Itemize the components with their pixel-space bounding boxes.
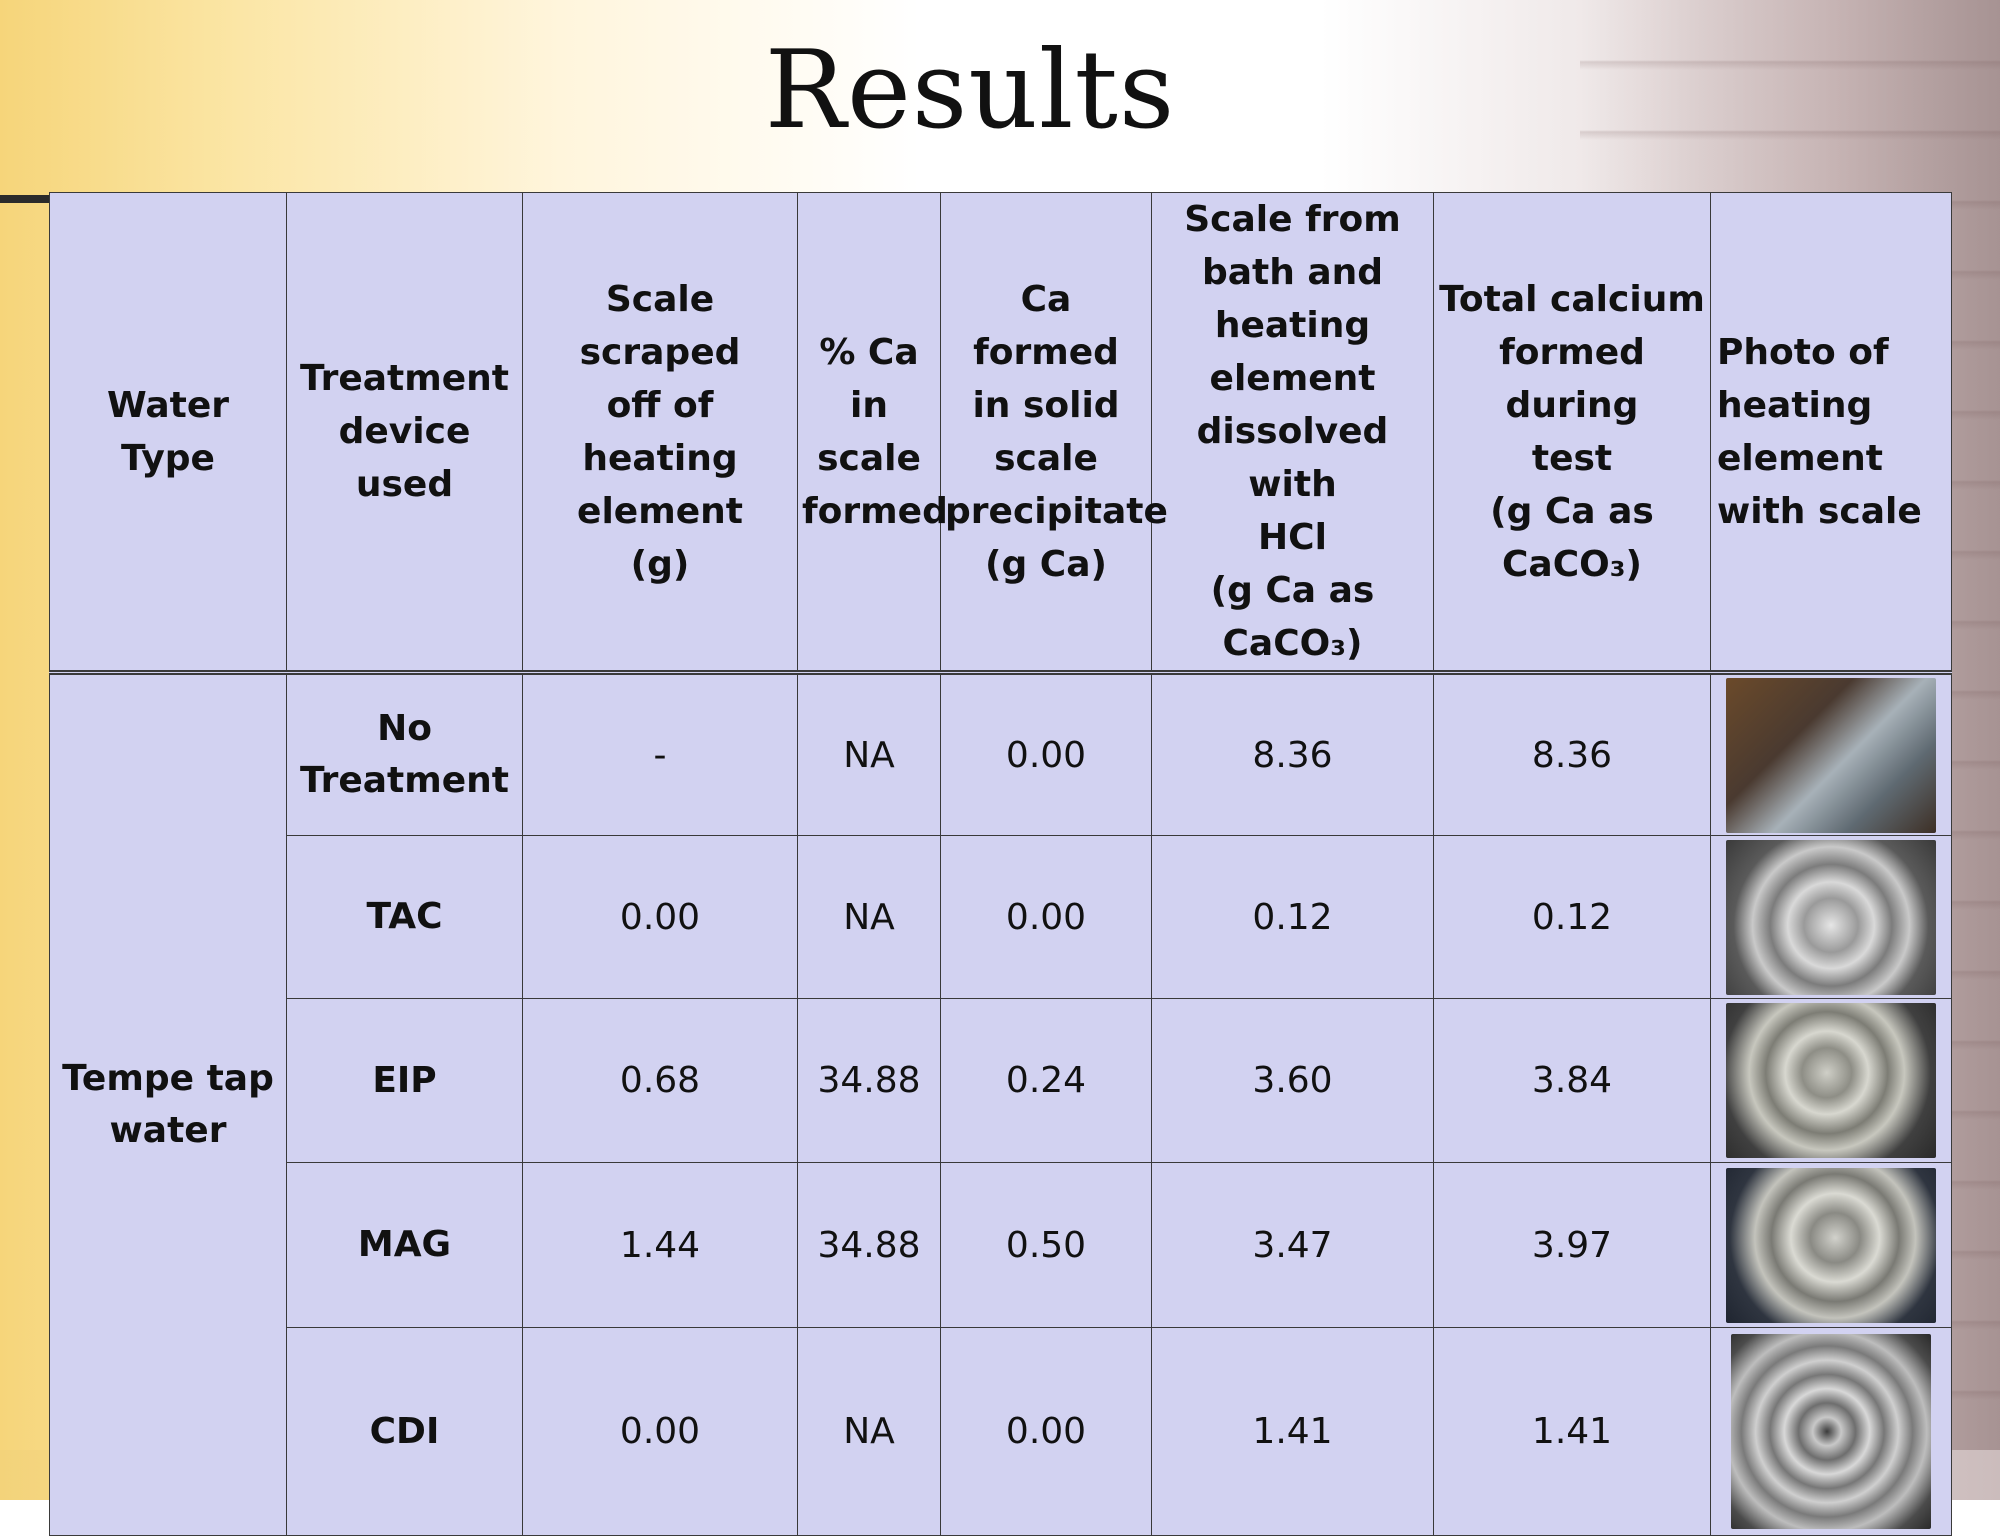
pct-ca-cell: 34.88 xyxy=(797,1162,941,1328)
treatment-cell: CDI xyxy=(286,1327,523,1536)
scale-scraped-cell: 0.68 xyxy=(522,998,798,1163)
header-pct-ca: % Ca in scale formed xyxy=(797,192,948,675)
total-calcium-cell: 1.41 xyxy=(1433,1327,1711,1536)
ca-formed-cell: 0.00 xyxy=(940,835,1152,999)
header-scale-scraped: Scale scraped off of heating element (g) xyxy=(522,192,798,675)
ca-formed-cell: 0.00 xyxy=(940,1327,1152,1536)
scale-dissolved-cell: 3.47 xyxy=(1151,1162,1434,1328)
treatment-cell: TAC xyxy=(286,835,523,999)
photo-cell xyxy=(1710,835,1952,999)
photo-cell xyxy=(1710,998,1952,1163)
total-calcium-cell: 3.97 xyxy=(1433,1162,1711,1328)
heating-element-photo xyxy=(1726,677,1936,833)
scale-dissolved-cell: 0.12 xyxy=(1151,835,1434,999)
total-calcium-cell: 3.84 xyxy=(1433,998,1711,1163)
header-ca-formed: Ca formed in solid scale precipitate (g … xyxy=(940,192,1168,675)
header-water-type: Water Type xyxy=(49,192,287,675)
header-scale-dissolved: Scale from bath and heating element diss… xyxy=(1151,192,1434,675)
pct-ca-cell: NA xyxy=(797,835,941,999)
results-table: Water Type Treatment device used Scale s… xyxy=(49,192,1952,1536)
scale-scraped-cell: 0.00 xyxy=(522,835,798,999)
heating-element-photo xyxy=(1726,839,1936,995)
scale-scraped-cell: 0.00 xyxy=(522,1327,798,1536)
treatment-cell: No Treatment xyxy=(286,672,523,836)
table-row: MAG 1.44 34.88 0.50 3.47 3.97 xyxy=(50,1162,1952,1328)
photo-cell xyxy=(1710,1162,1952,1328)
total-calcium-cell: 0.12 xyxy=(1433,835,1711,999)
pct-ca-cell: 34.88 xyxy=(797,998,941,1163)
scale-dissolved-cell: 1.41 xyxy=(1151,1327,1434,1536)
header-photo: Photo of heating element with scale xyxy=(1710,192,1952,675)
ca-formed-cell: 0.00 xyxy=(940,672,1152,836)
slide-title: Results xyxy=(764,28,1176,153)
treatment-cell: MAG xyxy=(286,1162,523,1328)
table-row: EIP 0.68 34.88 0.24 3.60 3.84 xyxy=(50,998,1952,1163)
table-header-row: Water Type Treatment device used Scale s… xyxy=(49,192,1952,675)
table-row: TAC 0.00 NA 0.00 0.12 0.12 xyxy=(50,835,1952,999)
scale-dissolved-cell: 8.36 xyxy=(1151,672,1434,836)
header-treatment: Treatment device used xyxy=(286,192,523,675)
photo-cell xyxy=(1710,672,1952,836)
table-row: Tempe tap water No Treatment - NA 0.00 8… xyxy=(49,672,1952,1536)
heating-element-photo xyxy=(1726,1167,1936,1323)
treatment-cell: EIP xyxy=(286,998,523,1163)
header-total-calcium: Total calcium formed during test (g Ca a… xyxy=(1433,192,1711,675)
scale-scraped-cell: - xyxy=(522,672,798,836)
photo-cell xyxy=(1710,1327,1952,1536)
scale-scraped-cell: 1.44 xyxy=(522,1162,798,1328)
table-row: CDI 0.00 NA 0.00 1.41 1.41 xyxy=(50,1327,1952,1536)
decorative-bar xyxy=(0,195,60,203)
water-type-cell: Tempe tap water xyxy=(49,672,287,1536)
heating-element-photo xyxy=(1726,1003,1936,1158)
ca-formed-cell: 0.24 xyxy=(940,998,1152,1163)
scale-dissolved-cell: 3.60 xyxy=(1151,998,1434,1163)
ca-formed-cell: 0.50 xyxy=(940,1162,1152,1328)
heating-element-photo xyxy=(1731,1334,1931,1529)
pct-ca-cell: NA xyxy=(797,672,941,836)
pct-ca-cell: NA xyxy=(797,1327,941,1536)
total-calcium-cell: 8.36 xyxy=(1433,672,1711,836)
